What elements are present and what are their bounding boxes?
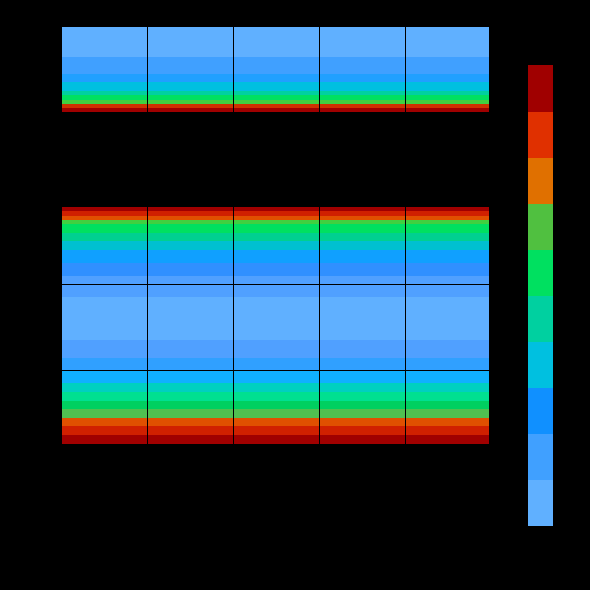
heatmap-band <box>61 435 489 444</box>
heatmap-band <box>61 241 489 250</box>
y-tick-label: 100 <box>37 20 54 31</box>
heatmap-band <box>61 224 489 233</box>
colorbar-segment <box>528 479 553 526</box>
heatmap-band <box>61 73 489 82</box>
heatmap-band <box>61 207 489 212</box>
colorbar-tick-label: −0.8 <box>558 451 578 462</box>
colorbar-segment <box>528 249 553 296</box>
heatmap-band <box>61 417 489 426</box>
heatmap-band <box>61 232 489 241</box>
heatmap-band <box>61 357 489 370</box>
heatmap-band <box>61 409 489 418</box>
heatmap-band <box>61 99 489 104</box>
colorbar <box>528 65 553 525</box>
colorbar-tick-label: 0.8 <box>558 359 572 370</box>
heatmap-band <box>61 340 489 358</box>
x-tick-label: 80 <box>398 459 409 470</box>
heatmap-band <box>61 383 489 392</box>
grid-line-horizontal <box>61 26 489 27</box>
colorbar-segment <box>528 111 553 158</box>
x-tick-label: 0 <box>57 459 63 470</box>
heatmap-band <box>61 215 489 220</box>
heatmap-band <box>61 250 489 263</box>
grid-line-horizontal <box>61 370 489 371</box>
heatmap-band <box>61 220 489 225</box>
x-tick-label: 100 <box>482 459 499 470</box>
heatmap-band <box>61 392 489 401</box>
grid-line-vertical <box>61 26 62 454</box>
colorbar-segment <box>528 65 553 112</box>
grid-line-horizontal <box>61 284 489 285</box>
colorbar-tick-label: 4.8 <box>558 129 572 140</box>
heatmap-band <box>61 91 489 96</box>
colorbar-segment <box>528 157 553 204</box>
grid-line-horizontal <box>61 198 489 199</box>
colorbar-segment <box>528 341 553 388</box>
heatmap-band <box>61 370 489 383</box>
grid-line-vertical <box>405 26 406 454</box>
y-tick-label: 60 <box>43 192 54 203</box>
grid-line-vertical <box>147 26 148 454</box>
heatmap-plot-area <box>60 25 490 455</box>
colorbar-tick-label: 4.0 <box>558 175 572 186</box>
heatmap-band <box>61 426 489 435</box>
heatmap-band <box>61 297 489 341</box>
x-tick-label: 60 <box>312 459 323 470</box>
heatmap-band <box>61 103 489 108</box>
colorbar-tick-label: −1.6 <box>558 497 578 508</box>
colorbar-tick-label: 3.2 <box>558 221 572 232</box>
heatmap-band <box>61 400 489 409</box>
figure-canvas: 0 20 40 60 80 100 0 20 40 60 80 100 −1.6 −0.8 0.0 0.8 1… <box>0 0 590 590</box>
x-tick-label: 20 <box>140 459 151 470</box>
heatmap-band <box>61 112 489 207</box>
heatmap-band <box>61 56 489 74</box>
colorbar-segment <box>528 295 553 342</box>
heatmap-band <box>61 211 489 216</box>
heatmap-band <box>61 275 489 297</box>
x-tick-label: 40 <box>226 459 237 470</box>
y-tick-label: 80 <box>43 106 54 117</box>
y-tick-label: 40 <box>43 278 54 289</box>
heatmap-band <box>61 26 489 57</box>
colorbar-tick-label: 1.6 <box>558 313 572 324</box>
colorbar-segment <box>528 203 553 250</box>
colorbar-segment <box>528 433 553 480</box>
heatmap-band <box>61 82 489 91</box>
heatmap-band <box>61 263 489 276</box>
y-tick-label: 20 <box>43 364 54 375</box>
grid-line-vertical <box>233 26 234 454</box>
heatmap-band <box>61 95 489 100</box>
grid-line-vertical <box>319 26 320 454</box>
colorbar-segment <box>528 387 553 434</box>
heatmap-band <box>61 443 489 455</box>
grid-line-horizontal <box>61 112 489 113</box>
colorbar-tick-label: 2.4 <box>558 267 572 278</box>
y-tick-label: 0 <box>48 450 54 461</box>
colorbar-tick-label: 0.0 <box>558 405 572 416</box>
